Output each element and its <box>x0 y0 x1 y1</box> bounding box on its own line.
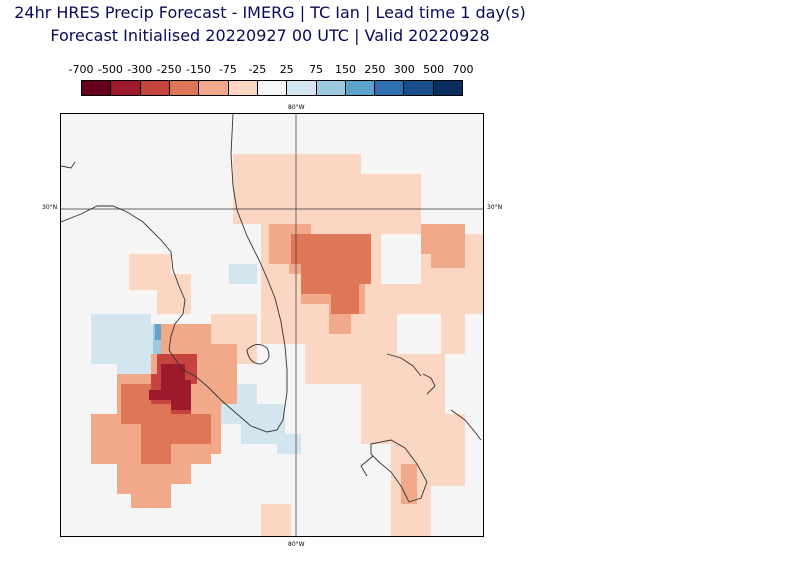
island-bahamas-2 <box>422 373 436 395</box>
colorbar-tick-label: -500 <box>97 63 123 76</box>
precip-region-blue-south <box>221 384 301 454</box>
colorbar-swatch <box>375 81 405 95</box>
colorbar-swatch <box>169 81 200 95</box>
island-cuba <box>370 439 428 503</box>
colorbar-tick-label: -25 <box>248 63 267 76</box>
colorbar-tick-label: 300 <box>393 63 415 76</box>
precip-region-ne <box>421 224 465 268</box>
colorbar-tick-label: 500 <box>423 63 445 76</box>
precip-region-south <box>261 504 291 536</box>
colorbar-swatch <box>82 81 112 95</box>
colorbar-swatch <box>257 81 288 95</box>
map-canvas <box>61 114 483 536</box>
coastlines <box>61 114 482 503</box>
island-cuba-west <box>360 455 374 477</box>
coastline-gulf <box>61 205 288 433</box>
coastline-north <box>61 161 76 169</box>
colorbar-tick-label: -150 <box>186 63 212 76</box>
colorbar-tick-label: -700 <box>68 63 94 76</box>
island-bahamas-3 <box>450 409 482 441</box>
chart-title-line1: 24hr HRES Precip Forecast - IMERG | TC I… <box>14 3 526 22</box>
colorbar-swatch <box>199 81 229 95</box>
colorbar-tick-label: -300 <box>127 63 153 76</box>
precip-region-blue-inland <box>229 264 257 284</box>
precip-region-east-strong <box>291 234 371 314</box>
colorbar-tick-label: 250 <box>364 63 386 76</box>
colorbar-swatches <box>81 80 463 96</box>
precip-region-panhandle <box>129 254 191 314</box>
tick-bottom-lon: 80°W <box>288 541 305 548</box>
chart-title-line2: Forecast Initialised 20220927 00 UTC | V… <box>50 26 490 45</box>
precip-gap <box>381 234 421 284</box>
coastline-atlantic <box>230 114 288 392</box>
colorbar-swatch <box>228 81 258 95</box>
tick-left-lat: 30°N <box>42 204 58 211</box>
colorbar-tick-label: 25 <box>279 63 294 76</box>
precip-region-core-max <box>149 364 191 410</box>
lake-okeechobee <box>246 344 270 365</box>
precip-region-cuba-strong <box>401 464 417 504</box>
precip-difference-map <box>60 113 484 537</box>
colorbar-swatch <box>345 81 376 95</box>
tick-right-lat: 30°N <box>487 204 503 211</box>
colorbar-swatch <box>433 81 463 95</box>
colorbar-swatch <box>287 81 317 95</box>
precip-region-central <box>211 314 257 364</box>
colorbar-tick-label: -75 <box>218 63 237 76</box>
colorbar-swatch <box>404 81 434 95</box>
precip-region-bahamas <box>361 414 391 444</box>
colorbar-tick-label: 150 <box>334 63 356 76</box>
colorbar-swatch <box>111 81 141 95</box>
precip-gap <box>397 314 441 354</box>
colorbar-swatch <box>316 81 346 95</box>
colorbar-swatch <box>140 81 170 95</box>
colorbar-tick-label: 75 <box>309 63 324 76</box>
graticule <box>61 114 483 536</box>
precip-field <box>91 154 483 536</box>
island-bahamas-1 <box>386 353 422 377</box>
tick-top-lon: 80°W <box>288 104 305 111</box>
colorbar-tick-label: 700 <box>452 63 474 76</box>
colorbar-tick-label: -250 <box>156 63 182 76</box>
